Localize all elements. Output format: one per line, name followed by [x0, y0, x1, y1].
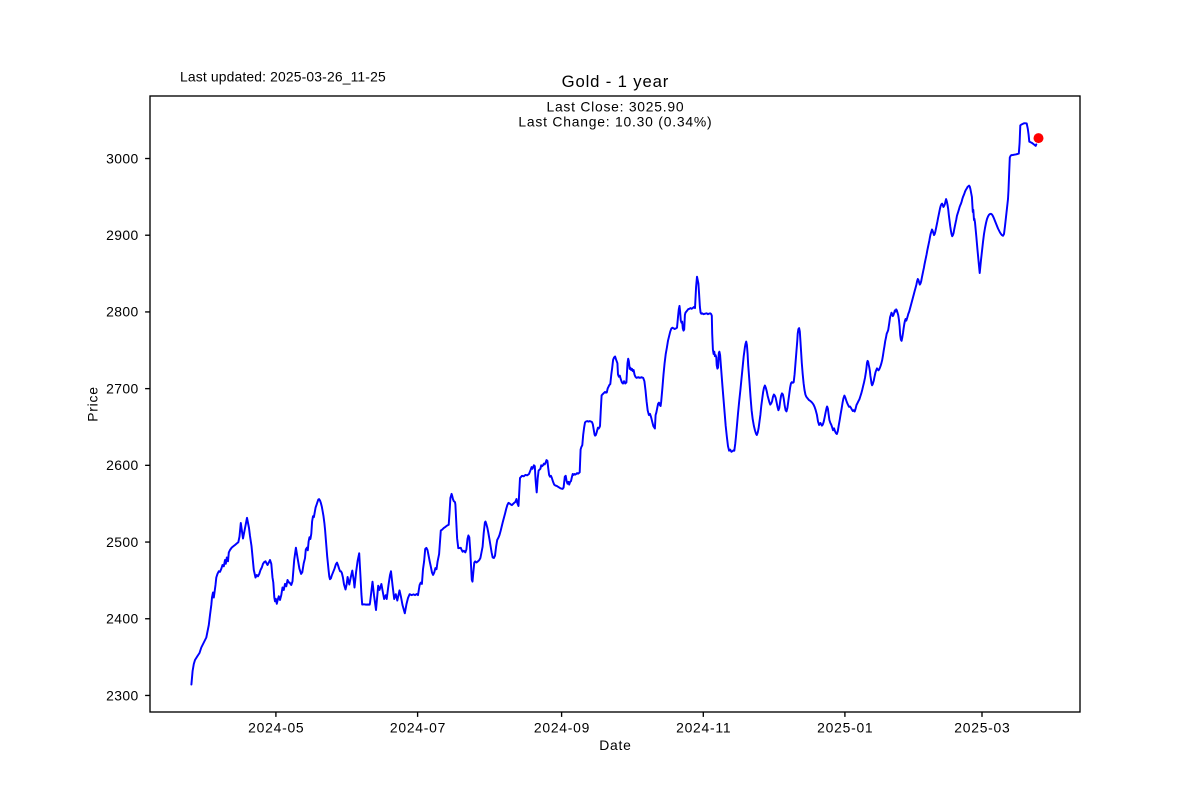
svg-text:Date: Date [599, 737, 631, 753]
svg-text:2600: 2600 [106, 457, 139, 473]
svg-text:2700: 2700 [106, 380, 139, 396]
svg-text:2500: 2500 [106, 534, 139, 550]
svg-text:2024-11: 2024-11 [676, 720, 731, 736]
svg-text:3000: 3000 [106, 150, 139, 166]
svg-text:2025-01: 2025-01 [817, 720, 873, 736]
svg-text:Last Change: 10.30 (0.34%): Last Change: 10.30 (0.34%) [518, 113, 712, 129]
svg-text:Gold - 1 year: Gold - 1 year [562, 72, 670, 91]
svg-text:2024-05: 2024-05 [248, 720, 304, 736]
svg-text:2025-03: 2025-03 [954, 720, 1010, 736]
svg-text:Price: Price [85, 386, 101, 421]
svg-text:2900: 2900 [106, 227, 139, 243]
svg-text:2800: 2800 [106, 304, 139, 320]
svg-text:2024-09: 2024-09 [534, 720, 590, 736]
svg-text:Last updated: 2025-03-26_11-25: Last updated: 2025-03-26_11-25 [180, 69, 386, 85]
svg-text:2024-07: 2024-07 [390, 720, 446, 736]
svg-text:Last Close: 3025.90: Last Close: 3025.90 [546, 99, 684, 115]
svg-text:2400: 2400 [106, 611, 139, 627]
svg-text:2300: 2300 [106, 687, 139, 703]
